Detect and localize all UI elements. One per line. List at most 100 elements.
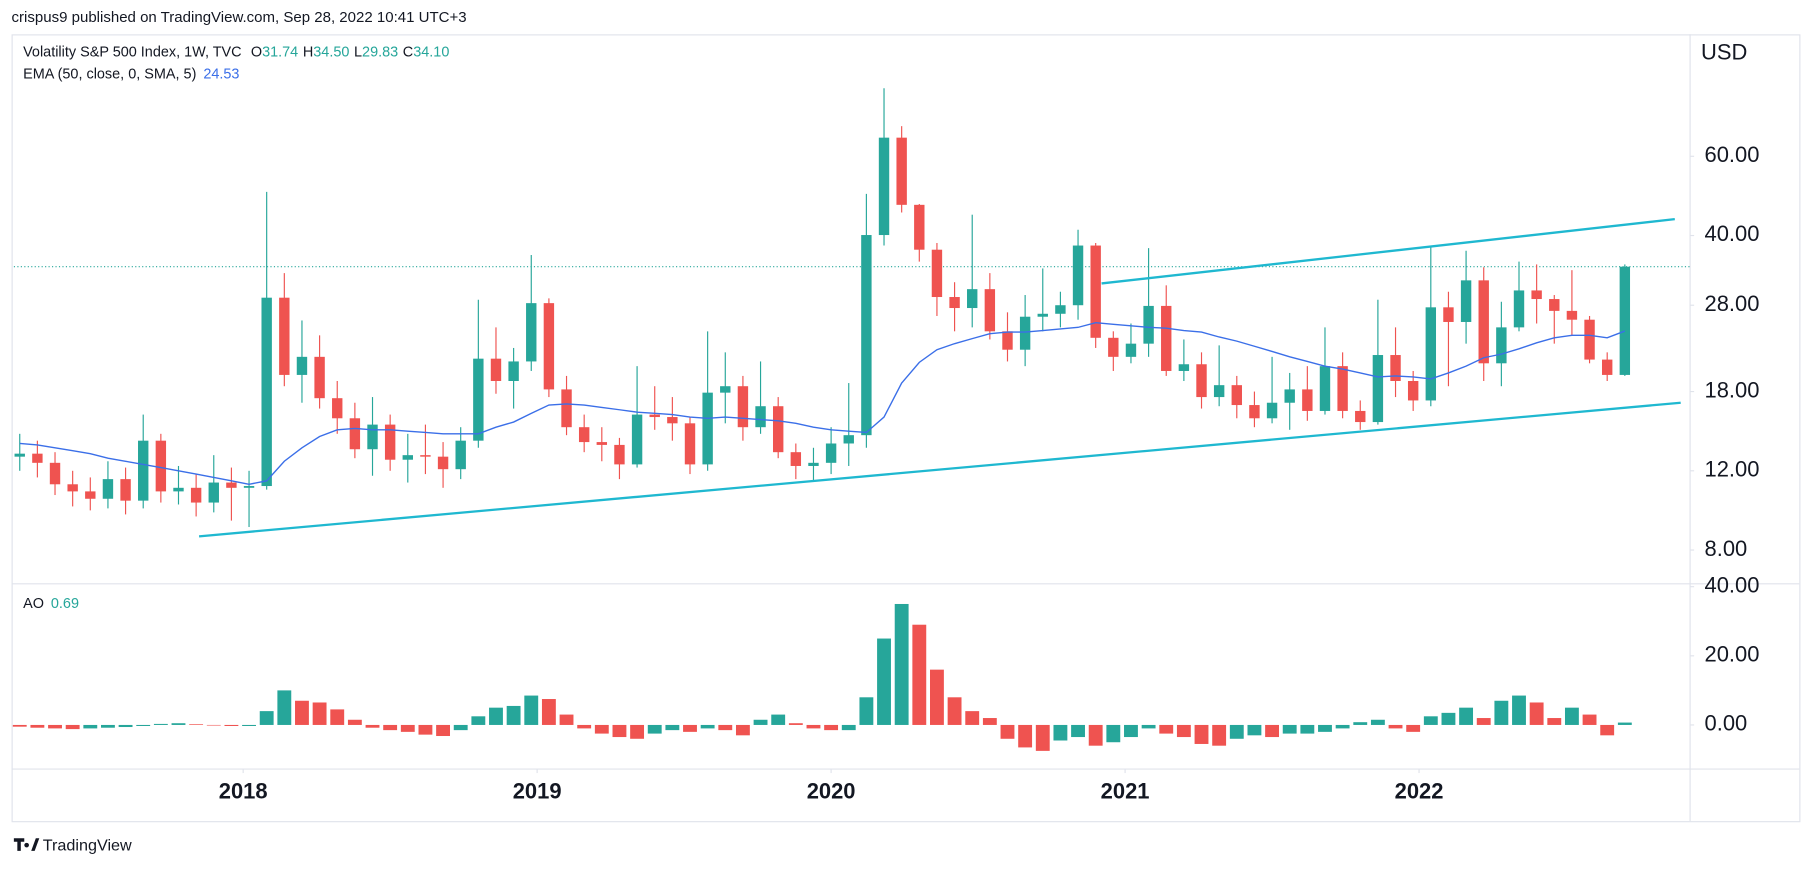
ao-bar [118, 724, 133, 728]
publish-header: crispus9 published on TradingView.com, S… [12, 9, 467, 26]
y-tick-label: 40.00 [1705, 221, 1760, 246]
ao-bar [753, 719, 768, 725]
ao-bar [418, 724, 433, 735]
ao-bar [541, 699, 556, 725]
ao-bar [1000, 724, 1015, 739]
ao-bar [365, 724, 380, 728]
candle-body [896, 137, 907, 205]
candle-body [825, 443, 837, 463]
ao-bar [1459, 707, 1474, 725]
candle-body [1478, 280, 1489, 364]
ao-bar [630, 724, 645, 739]
candle-body [931, 249, 943, 298]
candle-body [1196, 364, 1207, 398]
candle-body [984, 289, 996, 332]
candle-body [1619, 266, 1631, 375]
candle-body [1143, 305, 1154, 344]
candle-body [1372, 355, 1384, 423]
ao-bar [559, 714, 574, 725]
ao-bar [347, 719, 362, 725]
ao-bar [1494, 700, 1509, 725]
ao-bar [436, 724, 450, 737]
ao-bar [1512, 695, 1526, 725]
candle-body [967, 289, 978, 309]
candle-body [1090, 245, 1101, 338]
candle-body [1319, 366, 1331, 411]
ao-bar [1370, 719, 1385, 725]
candle-body [684, 423, 696, 465]
ao-bar [1018, 724, 1033, 748]
ao-bar [1194, 724, 1209, 744]
ohlc-key: C [403, 44, 413, 60]
ao-bar [153, 723, 168, 725]
candle-body [631, 414, 643, 465]
candle-body [914, 204, 925, 250]
candle-body [1337, 366, 1348, 411]
ao-bar [1318, 724, 1332, 732]
ao-bar [1353, 722, 1368, 725]
candle-body [208, 482, 219, 503]
ao-bar [206, 724, 221, 726]
ao-bar [83, 724, 98, 729]
ao-bar [1582, 714, 1597, 725]
candle-body [437, 456, 449, 470]
ao-bar [894, 603, 909, 725]
candle-body [561, 389, 572, 428]
candle-body [138, 440, 149, 501]
currency-label: USD [1701, 40, 1747, 65]
ao-bar [577, 724, 592, 729]
candle-body [261, 297, 272, 487]
candle-body [1019, 316, 1031, 350]
ao-bar [259, 711, 274, 725]
marks [12, 88, 1690, 751]
trend-line [1101, 217, 1675, 285]
ohlc-value: 29.83 [362, 44, 398, 60]
x-tick-label: 2019 [513, 778, 562, 803]
candle-body [102, 479, 114, 499]
trend-line [198, 401, 1681, 538]
ao-bar [1229, 724, 1244, 739]
candle-body [332, 398, 343, 419]
ao-bar [48, 724, 62, 729]
ao-bar [824, 724, 839, 731]
candle-body [1072, 245, 1084, 306]
ao-bar [1529, 702, 1544, 725]
candle-body [702, 392, 713, 465]
ao-bar [1300, 724, 1315, 734]
ao-bar [471, 716, 486, 725]
ao-bar [1265, 724, 1279, 738]
ao-tick-label: 20.00 [1705, 642, 1760, 667]
ema-value: 24.53 [203, 66, 239, 82]
ohlc-value: 34.10 [413, 44, 449, 60]
ao-legend: AO 0.69 [23, 596, 79, 612]
ao-tick-label: 0.00 [1705, 711, 1748, 736]
candle-body [1284, 389, 1295, 403]
candle-body [473, 358, 484, 441]
candle-body [1108, 337, 1119, 357]
x-tick-label: 2018 [219, 778, 268, 803]
candle-body [120, 479, 131, 501]
candle-body [614, 444, 625, 465]
candle-body [1055, 305, 1066, 314]
ao-bar [594, 724, 609, 734]
ao-bar [1388, 724, 1403, 729]
ao-bar [524, 695, 539, 725]
ao-bar [1423, 716, 1438, 725]
ao-bar [877, 638, 891, 725]
ao-bar [1564, 707, 1579, 725]
candle-body [720, 386, 731, 393]
ao-bar [1476, 718, 1491, 725]
ao-bar [982, 718, 997, 725]
candle-body [1231, 385, 1242, 406]
ao-bar [224, 724, 239, 726]
candle-body [1460, 280, 1472, 322]
ao-bar [965, 711, 980, 725]
ao-value: 0.69 [51, 596, 79, 612]
x-tick-label: 2020 [807, 778, 856, 803]
ema-name: EMA (50, close, 0, SMA, 5) [23, 66, 196, 82]
candle-body [526, 303, 537, 362]
ao-bar [859, 697, 874, 725]
ao-bar [1406, 724, 1421, 732]
candle-body [949, 297, 960, 309]
candle-body [1178, 364, 1190, 371]
